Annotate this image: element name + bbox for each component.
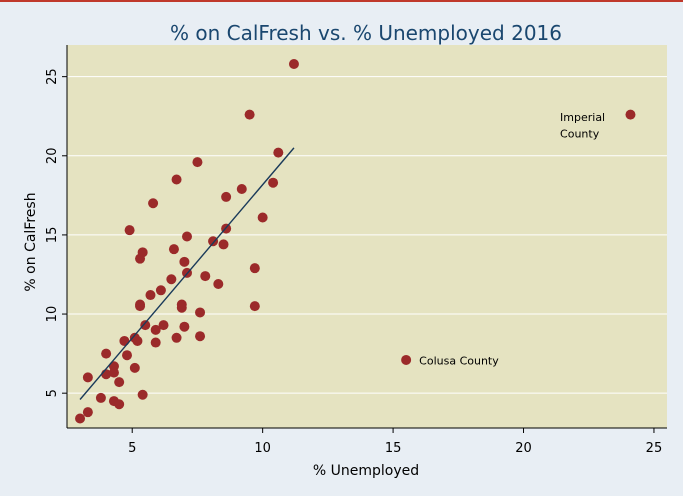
data-point-55 [137, 389, 148, 400]
y-tick-label-20: 20 [45, 148, 60, 165]
x-axis-title: % Unemployed [313, 463, 419, 479]
x-tick-label-10: 10 [254, 441, 271, 456]
y-tick-label-25: 25 [45, 68, 60, 85]
data-point-20 [249, 263, 260, 274]
gridlines [67, 76, 667, 394]
data-point-49 [82, 372, 93, 383]
data-point-26 [145, 290, 156, 301]
data-point-24 [213, 278, 224, 289]
data-point-40 [150, 337, 161, 348]
y-axis-ticks: 5 10 15 20 25 [45, 68, 67, 397]
data-point-8 [221, 191, 232, 202]
data-point-42 [195, 331, 206, 342]
x-tick-label-5: 5 [128, 441, 136, 456]
annotations: Imperial County Colusa County [419, 111, 605, 368]
data-point-33 [140, 320, 151, 331]
x-axis-ticks: 5 10 15 20 25 [128, 428, 662, 456]
data-point-2 [625, 109, 636, 120]
x-tick-label-25: 25 [646, 441, 663, 456]
data-point-22 [200, 271, 211, 282]
data-point-16 [168, 244, 179, 255]
data-point-13 [182, 231, 192, 242]
data-point-4 [192, 157, 203, 168]
annotation-0-line-1: County [560, 128, 600, 141]
data-point-41 [171, 332, 182, 343]
data-point-32 [195, 307, 206, 318]
data-point-14 [208, 236, 219, 247]
data-point-56 [82, 407, 93, 418]
data-point-34 [158, 320, 169, 331]
y-tick-label-10: 10 [45, 306, 60, 323]
data-point-0 [288, 58, 299, 69]
y-tick-label-15: 15 [45, 227, 60, 244]
chart-title: % on CalFresh vs. % Unemployed 2016 [170, 21, 562, 45]
data-point-54 [114, 399, 125, 410]
data-point-44 [122, 350, 132, 361]
data-point-19 [179, 256, 190, 267]
data-point-1 [244, 109, 255, 120]
data-point-36 [179, 321, 190, 332]
data-point-5 [171, 174, 182, 185]
data-point-39 [132, 335, 143, 346]
data-point-51 [114, 377, 125, 388]
data-points [75, 58, 636, 424]
fit-line [79, 147, 295, 400]
annotation-1-line-0: Colusa County [419, 355, 499, 368]
data-point-11 [124, 225, 135, 236]
data-point-3 [273, 147, 284, 158]
y-axis-title: % on CalFresh [23, 192, 39, 291]
data-point-35 [150, 324, 161, 335]
data-point-37 [119, 335, 130, 346]
data-point-10 [257, 212, 268, 223]
x-tick-label-15: 15 [385, 441, 402, 456]
data-point-30 [176, 302, 187, 313]
data-point-43 [101, 348, 112, 359]
data-point-28 [135, 301, 146, 312]
data-point-7 [236, 184, 247, 195]
data-point-52 [95, 392, 106, 403]
x-tick-label-20: 20 [515, 441, 532, 456]
data-point-25 [155, 285, 166, 296]
data-point-23 [166, 274, 177, 285]
data-point-31 [249, 301, 260, 312]
y-tick-label-5: 5 [45, 389, 60, 397]
data-point-50 [108, 367, 119, 378]
data-point-57 [75, 413, 86, 424]
data-point-45 [401, 354, 412, 365]
plot-area [67, 45, 667, 428]
data-point-47 [129, 362, 140, 373]
data-point-15 [218, 239, 229, 250]
data-point-18 [135, 253, 146, 264]
data-point-9 [148, 198, 159, 209]
annotation-0-line-0: Imperial [560, 111, 605, 124]
data-point-6 [268, 177, 279, 188]
